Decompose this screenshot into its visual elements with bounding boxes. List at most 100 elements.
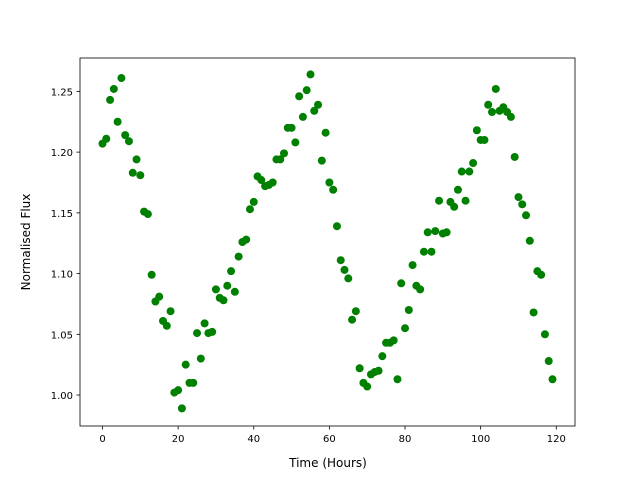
point	[355, 364, 364, 373]
point	[397, 279, 406, 288]
point	[401, 324, 410, 333]
point	[219, 296, 228, 305]
point	[242, 235, 251, 244]
point	[423, 228, 432, 237]
point	[128, 168, 137, 177]
y-tick-label: 1.00	[51, 391, 73, 402]
point	[208, 327, 217, 336]
x-tick-label: 40	[247, 434, 260, 445]
point	[287, 123, 296, 132]
point	[374, 366, 383, 375]
point	[525, 236, 534, 245]
point	[291, 138, 300, 147]
point	[393, 375, 402, 384]
x-tick-label: 60	[323, 434, 336, 445]
x-tick-label: 80	[399, 434, 412, 445]
point	[510, 152, 519, 161]
point	[329, 185, 338, 194]
point	[442, 228, 451, 237]
point	[143, 210, 152, 219]
point	[310, 106, 319, 115]
point	[268, 178, 277, 187]
point	[431, 227, 440, 236]
point	[298, 112, 307, 121]
point	[340, 265, 349, 274]
point	[317, 156, 326, 165]
point	[102, 134, 111, 143]
point	[257, 176, 266, 185]
point	[314, 100, 323, 109]
point	[548, 375, 557, 384]
point	[408, 261, 417, 270]
point	[200, 319, 209, 328]
point	[249, 197, 258, 206]
y-tick-label: 1.15	[51, 209, 73, 220]
point	[106, 95, 115, 104]
point	[465, 167, 474, 176]
point	[469, 159, 478, 168]
point	[280, 149, 289, 158]
x-axis-label: Time (Hours)	[288, 456, 367, 470]
point	[480, 135, 489, 144]
point	[181, 360, 190, 369]
x-tick-label: 100	[471, 434, 490, 445]
point	[136, 171, 145, 180]
point	[113, 117, 122, 126]
point	[461, 196, 470, 205]
point	[227, 267, 236, 276]
point	[472, 126, 481, 135]
point	[427, 247, 436, 256]
point	[189, 378, 198, 387]
point	[518, 200, 527, 209]
point	[487, 108, 496, 117]
y-tick-label: 1.05	[51, 330, 73, 341]
y-tick-label: 1.20	[51, 148, 73, 159]
point	[234, 252, 243, 261]
point	[522, 211, 531, 220]
point	[117, 74, 126, 83]
point	[177, 404, 186, 413]
point	[223, 281, 232, 290]
point	[325, 178, 334, 187]
point	[529, 308, 538, 317]
x-tick-label: 20	[172, 434, 185, 445]
point	[166, 307, 175, 316]
point	[506, 112, 515, 121]
point	[109, 84, 118, 93]
point	[491, 84, 500, 93]
point	[121, 131, 130, 140]
point	[540, 330, 549, 339]
point	[453, 185, 462, 194]
point	[155, 292, 164, 301]
point	[514, 193, 523, 202]
point	[435, 196, 444, 205]
y-tick-label: 1.25	[51, 87, 73, 98]
point	[230, 287, 239, 296]
point	[306, 70, 315, 79]
point	[450, 202, 459, 211]
point	[162, 321, 171, 330]
point	[321, 128, 330, 137]
point	[537, 270, 546, 279]
point	[336, 256, 345, 265]
x-tick-label: 120	[547, 434, 566, 445]
point	[124, 137, 133, 146]
point	[193, 329, 202, 338]
y-tick-label: 1.10	[51, 270, 73, 281]
point	[302, 86, 311, 95]
point	[245, 205, 254, 214]
point	[211, 285, 220, 294]
point	[196, 354, 205, 363]
point	[416, 285, 425, 294]
point	[404, 306, 413, 315]
point	[457, 167, 466, 176]
point	[276, 155, 285, 164]
x-tick-label: 0	[99, 434, 105, 445]
point	[348, 315, 357, 324]
point	[544, 357, 553, 366]
point	[378, 352, 387, 361]
point	[363, 382, 372, 391]
y-axis-label: Normalised Flux	[19, 194, 33, 291]
